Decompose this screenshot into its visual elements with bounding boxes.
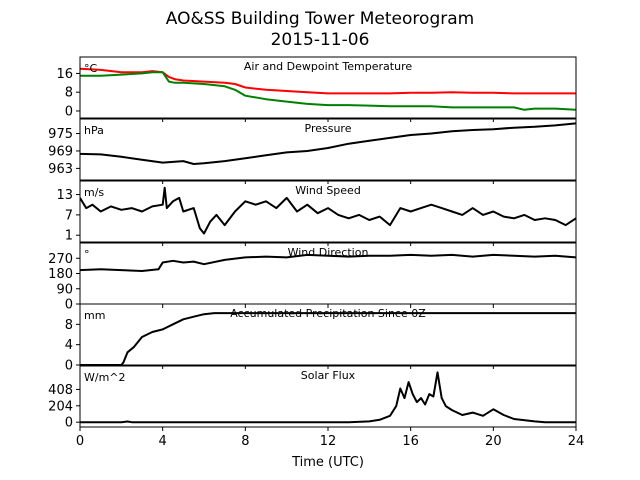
panel-5-ytick-label: 0 [65, 359, 73, 374]
panel-6-title: Solar Flux [301, 369, 356, 382]
panel-3-unit: m/s [84, 186, 104, 199]
panel-1: 0 8 16 °C Air and Dewpoint Temperature [56, 56, 577, 122]
panel-5-unit: mm [84, 309, 105, 322]
panel-5-series-line-1 [80, 312, 576, 365]
panel-3: 1 7 13 m/s Wind Speed [56, 180, 577, 246]
panel-6-series-line-1 [80, 371, 576, 424]
panel-6-ytick-label: 204 [48, 399, 73, 414]
x-axis-label: Time (UTC) [291, 455, 364, 470]
panel-5-ytick-label: 4 [65, 338, 73, 353]
panel-4-title: Wind Direction [288, 246, 369, 259]
xtick-label: 24 [568, 434, 585, 449]
xtick-label: 0 [76, 434, 84, 449]
panel-3-series-line-1 [80, 186, 576, 235]
panel-1-title: Air and Dewpoint Temperature [244, 60, 412, 73]
panel-2: 963 969 975 hPa Pressure [48, 118, 577, 184]
panel-2-series-line-1 [80, 122, 576, 165]
panel-4-unit: ° [84, 248, 90, 261]
panel-6-ytick-label: 408 [48, 383, 73, 398]
panel-5-title: Accumulated Precipitation Since 0Z [230, 307, 426, 320]
panel-1-ytick-label: 8 [65, 86, 73, 101]
panel-2-ytick-label: 969 [48, 144, 73, 159]
panel-6-unit: W/m^2 [84, 371, 126, 384]
xtick-label: 4 [159, 434, 167, 449]
panel-4-series-line-1 [80, 253, 576, 272]
panel-4-ytick-label: 270 [48, 252, 73, 267]
panel-4-ytick-label: 180 [48, 267, 73, 282]
panel-3-ytick-label: 13 [56, 188, 73, 203]
panels-group: 0 8 16 °C Air and Dewpoint Temperature 963 969… [48, 56, 577, 431]
panel-3-title: Wind Speed [295, 184, 361, 197]
panel-2-ytick-label: 963 [48, 162, 73, 177]
panel-1-ytick-label: 16 [56, 67, 73, 82]
xtick-label: 16 [402, 434, 419, 449]
panel-1-series-line-2 [80, 71, 576, 111]
xtick-label: 8 [241, 434, 249, 449]
chart-title: AO&SS Building Tower Meteorogram [166, 9, 474, 29]
panel-2-title: Pressure [305, 122, 352, 135]
panel-2-unit: hPa [84, 124, 104, 137]
panel-6-ytick-label: 0 [65, 416, 73, 431]
chart-subtitle: 2015-11-06 [271, 30, 370, 50]
panel-3-ytick-label: 7 [65, 208, 73, 223]
panel-3-ytick-label: 1 [65, 229, 73, 244]
panel-1-unit: °C [84, 62, 98, 75]
xtick-label: 12 [320, 434, 337, 449]
panel-4-ytick-label: 90 [56, 282, 73, 297]
panel-5: 0 4 8 mm Accumulated Precipitation Since 0Z [65, 303, 577, 374]
panel-5-ytick-label: 8 [65, 318, 73, 333]
x-axis: 0 4 8 12 16 20 24 [76, 434, 584, 449]
panel-2-ytick-label: 975 [48, 127, 73, 142]
xtick-label: 20 [485, 434, 502, 449]
panel-1-ytick-label: 0 [65, 104, 73, 119]
panel-4-ytick-label: 0 [65, 298, 73, 313]
